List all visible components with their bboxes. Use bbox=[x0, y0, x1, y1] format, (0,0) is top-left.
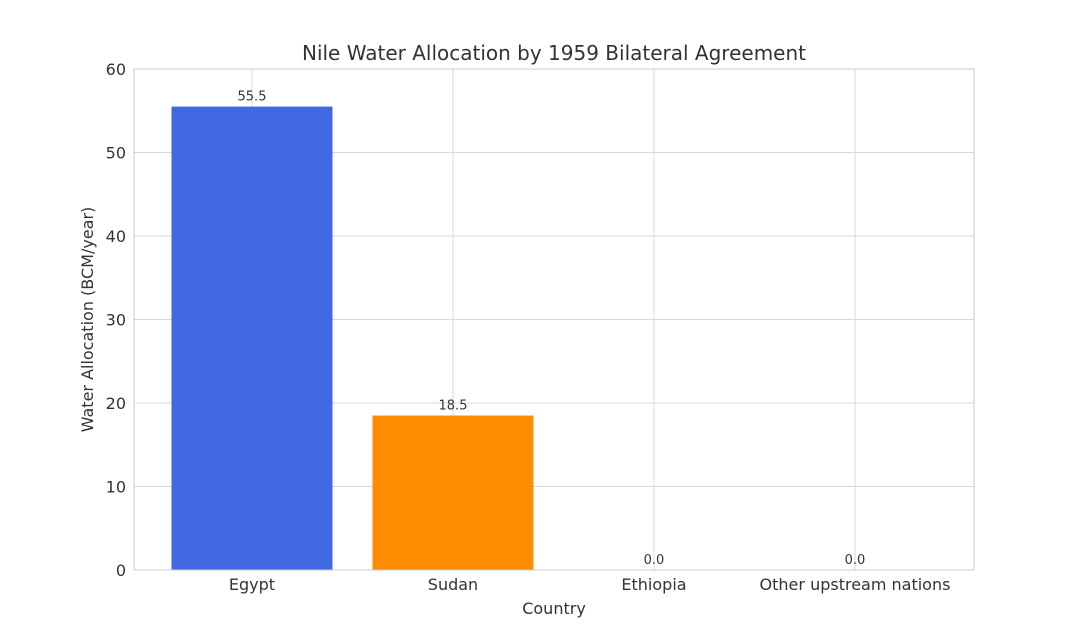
x-tick-label: Egypt bbox=[229, 575, 275, 594]
y-tick-label: 40 bbox=[106, 227, 126, 246]
bar-sudan bbox=[372, 415, 534, 570]
data-label: 0.0 bbox=[845, 553, 866, 568]
y-axis-ticks: 0 10 20 30 40 50 60 bbox=[106, 60, 126, 580]
x-axis-label: Country bbox=[522, 599, 586, 618]
y-tick-label: 20 bbox=[106, 394, 126, 413]
data-label: 18.5 bbox=[439, 399, 468, 414]
x-tick-label: Sudan bbox=[428, 575, 478, 594]
data-label: 0.0 bbox=[644, 553, 665, 568]
x-tick-label: Ethiopia bbox=[621, 575, 686, 594]
y-axis-label: Water Allocation (BCM/year) bbox=[78, 207, 97, 433]
plot-frame bbox=[133, 68, 975, 571]
y-tick-label: 0 bbox=[116, 561, 126, 580]
bar-egypt bbox=[171, 106, 333, 570]
x-axis-ticks: Egypt Sudan Ethiopia Other upstream nations bbox=[229, 575, 951, 594]
y-tick-label: 10 bbox=[106, 478, 126, 497]
y-tick-label: 50 bbox=[106, 144, 126, 163]
y-tick-label: 30 bbox=[106, 311, 126, 330]
data-label: 55.5 bbox=[238, 90, 267, 105]
chart-title: Nile Water Allocation by 1959 Bilateral … bbox=[302, 41, 806, 65]
x-tick-label: Other upstream nations bbox=[760, 575, 951, 594]
bars bbox=[171, 106, 534, 570]
data-labels: 55.5 18.5 0.0 0.0 bbox=[238, 90, 866, 568]
y-tick-label: 60 bbox=[106, 60, 126, 79]
